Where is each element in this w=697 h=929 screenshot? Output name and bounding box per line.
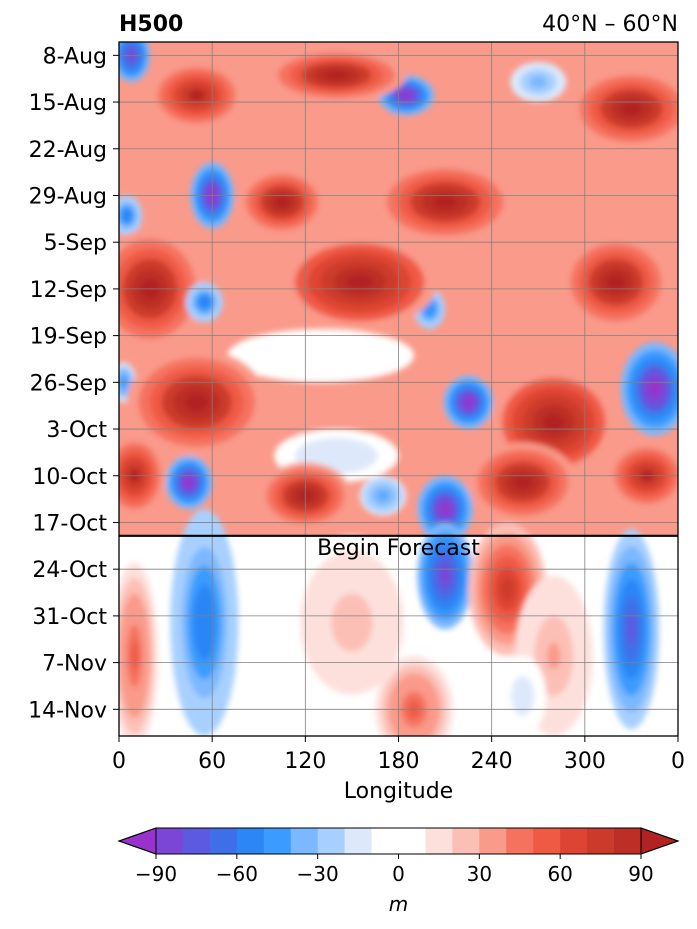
y-tick-label: 5-Sep — [44, 231, 107, 256]
colorbar-tick-label: 30 — [467, 862, 492, 886]
observed-anomaly — [346, 274, 373, 291]
colorbar-segment — [560, 828, 588, 854]
y-tick-label: 24-Oct — [32, 558, 107, 583]
y-tick-label: 31-Oct — [32, 605, 107, 630]
y-tick-label: 26-Sep — [30, 371, 107, 396]
y-tick-label: 8-Aug — [43, 44, 107, 69]
y-tick-label: 15-Aug — [29, 91, 107, 116]
colorbar-segment — [236, 828, 265, 854]
x-tick-label: 300 — [564, 749, 606, 774]
observed-anomaly — [543, 413, 565, 432]
colorbar-segment — [425, 828, 453, 854]
colorbar-segment — [533, 828, 561, 854]
colorbar-extend-high — [640, 827, 680, 855]
x-axis-label: Longitude — [344, 779, 453, 804]
y-tick-label: 10-Oct — [32, 465, 107, 490]
x-tick-label: 60 — [198, 749, 226, 774]
colorbar-tick-label: 0 — [392, 862, 405, 886]
observed-anomaly — [606, 274, 625, 291]
forecast-anomaly — [518, 689, 527, 703]
colorbar-ticks: −90 −60 −30 0 30 60 90 — [135, 854, 654, 886]
x-axis-ticks: 0 60 120 180 240 300 0 — [112, 736, 685, 774]
observed-anomaly — [440, 503, 450, 515]
y-tick-label: 29-Aug — [29, 184, 107, 209]
colorbar-label: m — [389, 892, 408, 916]
colorbar-segment — [317, 828, 346, 854]
forecast-anomaly — [341, 608, 363, 638]
observed-anomaly — [305, 351, 337, 361]
y-tick-label: 17-Oct — [32, 511, 107, 536]
anomaly-field — [119, 42, 678, 736]
colorbar-segment — [263, 828, 292, 854]
y-tick-label: 19-Sep — [30, 325, 107, 350]
observed-anomaly — [621, 102, 642, 116]
observed-anomaly — [124, 212, 130, 219]
grid-lines — [119, 42, 678, 736]
x-tick-label: 0 — [671, 749, 685, 774]
observed-anomaly — [433, 195, 457, 209]
colorbar-segment — [452, 828, 480, 854]
x-tick-label: 180 — [378, 749, 420, 774]
x-tick-label: 120 — [284, 749, 326, 774]
chart-title-right: 40°N – 60°N — [542, 12, 678, 37]
observed-anomaly — [201, 298, 208, 306]
x-tick-label: 0 — [112, 749, 126, 774]
observed-anomaly — [649, 381, 661, 397]
colorbar-tick-label: 60 — [547, 862, 572, 886]
colorbar — [117, 827, 680, 855]
colorbar-extend-low — [117, 827, 157, 855]
plot-area: Begin Forecast — [118, 41, 679, 737]
observed-anomaly — [326, 451, 347, 461]
forecast-anomaly — [626, 612, 637, 646]
observed-anomaly — [533, 78, 543, 86]
forecast-anomaly — [547, 642, 561, 670]
observed-anomaly — [184, 393, 209, 412]
observed-anomaly — [401, 92, 411, 99]
forecast-anomaly — [500, 578, 514, 601]
colorbar-segment — [614, 828, 642, 854]
colorbar-tick-label: −30 — [297, 862, 339, 886]
observed-anomaly — [464, 397, 473, 407]
colorbar-segment — [344, 828, 373, 854]
colorbar-segment — [290, 828, 319, 854]
forecast-anomaly — [198, 603, 211, 642]
y-tick-label: 3-Oct — [46, 418, 107, 443]
colorbar-segment — [371, 828, 426, 854]
colorbar-segment — [156, 828, 184, 854]
colorbar-segment — [587, 828, 615, 854]
observed-anomaly — [188, 89, 205, 101]
colorbar-tick-label: −60 — [216, 862, 258, 886]
y-tick-label: 14-Nov — [28, 698, 107, 723]
y-tick-label: 7-Nov — [42, 652, 107, 677]
chart-title-left: H500 — [119, 12, 183, 37]
observed-anomaly — [184, 477, 193, 487]
forecast-anomaly — [440, 566, 450, 585]
colorbar-segment — [479, 828, 507, 854]
colorbar-segment — [209, 828, 238, 854]
observed-anomaly — [513, 475, 532, 490]
colorbar-segment — [182, 828, 211, 854]
colorbar-tick-label: 90 — [628, 862, 653, 886]
observed-anomaly — [379, 492, 387, 500]
forecast-annotation: Begin Forecast — [317, 536, 480, 561]
y-tick-label: 22-Aug — [29, 138, 107, 163]
observed-anomaly — [324, 70, 349, 80]
y-tick-label: 12-Sep — [30, 278, 107, 303]
x-tick-label: 240 — [471, 749, 513, 774]
colorbar-segment — [506, 828, 534, 854]
observed-anomaly — [274, 196, 290, 208]
y-axis-ticks: 8-Aug 15-Aug 22-Aug 29-Aug 5-Sep 12-Sep 19-Sep… — [28, 44, 119, 723]
observed-anomaly — [426, 305, 433, 313]
forecast-anomaly — [130, 640, 139, 672]
colorbar-tick-label: −90 — [135, 862, 177, 886]
